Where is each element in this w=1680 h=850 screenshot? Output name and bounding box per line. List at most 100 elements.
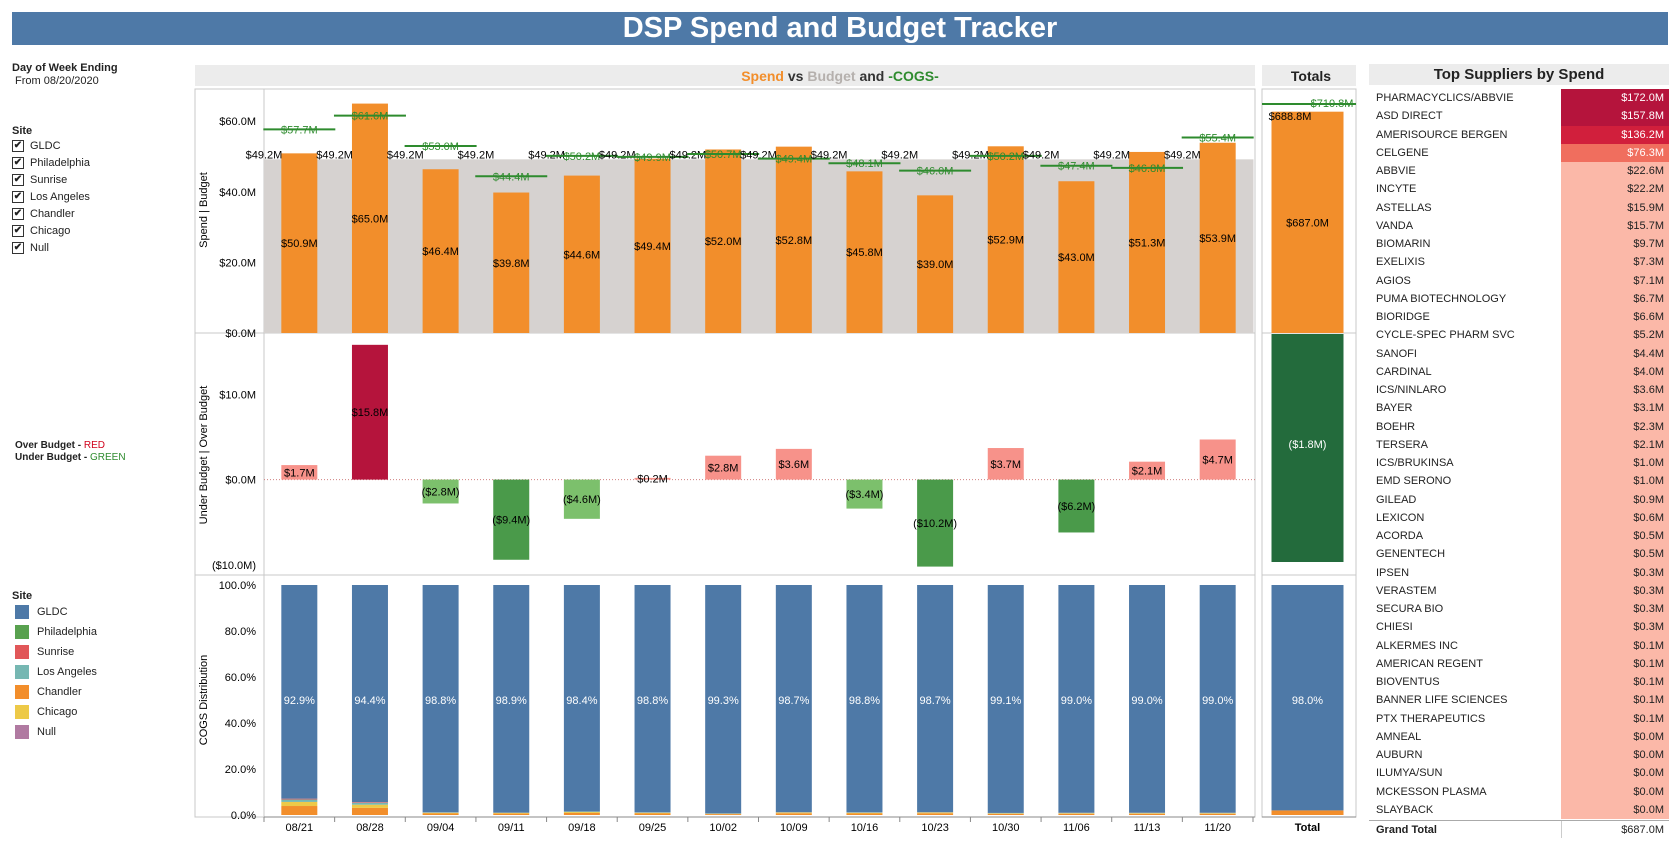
- supplier-row[interactable]: AMERICAN REGENT $0.1M: [1369, 654, 1669, 673]
- site-filter-chandler[interactable]: ✔ Chandler: [12, 205, 187, 222]
- cogs-site-segment: [775, 813, 812, 815]
- supplier-row[interactable]: BIOVENTUS $0.1M: [1369, 673, 1669, 692]
- supplier-row[interactable]: PUMA BIOTECHNOLOGY $6.7M: [1369, 289, 1669, 308]
- supplier-row[interactable]: ALKERMES INC $0.1M: [1369, 636, 1669, 655]
- legend-label: Chandler: [37, 686, 82, 698]
- supplier-row[interactable]: AGIOS $7.1M: [1369, 271, 1669, 290]
- variance-bar: [351, 344, 388, 480]
- site-filter-sunrise[interactable]: ✔ Sunrise: [12, 171, 187, 188]
- supplier-row[interactable]: ABBVIE $22.6M: [1369, 162, 1669, 181]
- supplier-row[interactable]: BANNER LIFE SCIENCES $0.1M: [1369, 691, 1669, 710]
- budget-label: $49.2M: [458, 149, 495, 161]
- supplier-row[interactable]: MCKESSON PLASMA $0.0M: [1369, 782, 1669, 801]
- supplier-row[interactable]: CYCLE-SPEC PHARM SVC $5.2M: [1369, 326, 1669, 345]
- budget-label: $49.2M: [316, 149, 353, 161]
- supplier-name: TERSERA: [1376, 438, 1428, 451]
- site-legend-item[interactable]: Sunrise: [15, 642, 97, 662]
- site-legend-item[interactable]: GLDC: [15, 602, 97, 622]
- checkbox-checked-icon[interactable]: ✔: [12, 190, 24, 203]
- supplier-row[interactable]: TERSERA $2.1M: [1369, 435, 1669, 454]
- site-filter-label: Los Angeles: [30, 190, 90, 203]
- supplier-row[interactable]: ACORDA $0.5M: [1369, 527, 1669, 546]
- supplier-row[interactable]: BIORIDGE $6.6M: [1369, 308, 1669, 327]
- checkbox-checked-icon[interactable]: ✔: [12, 139, 24, 152]
- x-tick-label: 11/20: [1204, 822, 1231, 834]
- cogs-site-segment: [351, 807, 388, 815]
- supplier-row[interactable]: CHIESI $0.3M: [1369, 618, 1669, 637]
- budget-label: $49.2M: [387, 149, 424, 161]
- supplier-row[interactable]: SECURA BIO $0.3M: [1369, 600, 1669, 619]
- site-legend-item[interactable]: Null: [15, 722, 97, 742]
- site-legend-item[interactable]: Philadelphia: [15, 622, 97, 642]
- spend-bar: [705, 149, 742, 333]
- legend-label: GLDC: [37, 606, 68, 618]
- supplier-row[interactable]: LEXICON $0.6M: [1369, 508, 1669, 527]
- supplier-row[interactable]: ILUMYA/SUN $0.0M: [1369, 764, 1669, 783]
- supplier-row[interactable]: VANDA $15.7M: [1369, 216, 1669, 235]
- site-legend-item[interactable]: Los Angeles: [15, 662, 97, 682]
- header-part: vs: [784, 68, 807, 84]
- site-filter-los-angeles[interactable]: ✔ Los Angeles: [12, 188, 187, 205]
- supplier-row[interactable]: SANOFI $4.4M: [1369, 344, 1669, 363]
- site-legend-item[interactable]: Chandler: [15, 682, 97, 702]
- site-filter-philadelphia[interactable]: ✔ Philadelphia: [12, 154, 187, 171]
- supplier-row[interactable]: GILEAD $0.9M: [1369, 490, 1669, 509]
- checkbox-checked-icon[interactable]: ✔: [12, 224, 24, 237]
- supplier-row[interactable]: INCYTE $22.2M: [1369, 180, 1669, 199]
- supplier-row[interactable]: AMNEAL $0.0M: [1369, 727, 1669, 746]
- supplier-row[interactable]: ICS/NINLARO $3.6M: [1369, 381, 1669, 400]
- supplier-name: CHIESI: [1376, 621, 1413, 634]
- checkbox-checked-icon[interactable]: ✔: [12, 241, 24, 254]
- supplier-row[interactable]: BOEHR $2.3M: [1369, 417, 1669, 436]
- supplier-spend-value: $0.3M: [1561, 581, 1669, 600]
- y-tick-label: 80.0%: [225, 626, 256, 638]
- checkbox-checked-icon[interactable]: ✔: [12, 173, 24, 186]
- cogs-site-segment: [634, 813, 671, 815]
- supplier-spend-value: $5.2M: [1561, 326, 1669, 345]
- header-part: -COGS-: [888, 68, 939, 84]
- cogs-site-segment: [281, 806, 318, 815]
- site-filter-label: Null: [30, 241, 49, 254]
- supplier-row[interactable]: IPSEN $0.3M: [1369, 563, 1669, 582]
- budget-label: $49.2M: [599, 149, 636, 161]
- supplier-name: INCYTE: [1376, 183, 1417, 196]
- supplier-row[interactable]: ICS/BRUKINSA $1.0M: [1369, 454, 1669, 473]
- supplier-name: ACORDA: [1376, 530, 1424, 542]
- supplier-row[interactable]: GENENTECH $0.5M: [1369, 545, 1669, 564]
- checkbox-checked-icon[interactable]: ✔: [12, 207, 24, 220]
- supplier-row[interactable]: BAYER $3.1M: [1369, 399, 1669, 418]
- supplier-row[interactable]: CARDINAL $4.0M: [1369, 362, 1669, 381]
- cogs-site-segment: [1129, 813, 1166, 815]
- supplier-row[interactable]: BIOMARIN $9.7M: [1369, 235, 1669, 254]
- x-tick-label: 09/25: [639, 822, 667, 834]
- supplier-spend-value: $0.1M: [1561, 654, 1669, 673]
- budget-label: $49.2M: [1023, 149, 1060, 161]
- supplier-spend-value: $7.1M: [1561, 271, 1669, 290]
- supplier-row[interactable]: PHARMACYCLICS/ABBVIE $172.0M: [1369, 89, 1669, 108]
- supplier-rows: PHARMACYCLICS/ABBVIE $172.0M ASD DIRECT $15…: [1369, 89, 1669, 819]
- cogs-site-segment: [351, 802, 388, 805]
- legend-swatch: [15, 665, 29, 679]
- supplier-row[interactable]: ASD DIRECT $157.8M: [1369, 107, 1669, 126]
- spend-bar: [987, 146, 1024, 333]
- supplier-row[interactable]: AUBURN $0.0M: [1369, 746, 1669, 765]
- site-filter-chicago[interactable]: ✔ Chicago: [12, 222, 187, 239]
- supplier-row[interactable]: EXELIXIS $7.3M: [1369, 253, 1669, 272]
- supplier-row[interactable]: PTX THERAPEUTICS $0.1M: [1369, 709, 1669, 728]
- checkbox-checked-icon[interactable]: ✔: [12, 156, 24, 169]
- supplier-row[interactable]: ASTELLAS $15.9M: [1369, 198, 1669, 217]
- spend-label: $51.3M: [1129, 237, 1166, 249]
- supplier-row[interactable]: SLAYBACK $0.0M: [1369, 800, 1669, 819]
- site-legend-item[interactable]: Chicago: [15, 702, 97, 722]
- site-filter-gldc[interactable]: ✔ GLDC: [12, 137, 187, 154]
- supplier-row[interactable]: VERASTEM $0.3M: [1369, 581, 1669, 600]
- spend-bar: [846, 171, 883, 333]
- site-filter-null[interactable]: ✔ Null: [12, 239, 187, 256]
- supplier-spend-value: $136.2M: [1561, 125, 1669, 144]
- supplier-row[interactable]: CELGENE $76.3M: [1369, 143, 1669, 162]
- top-suppliers-header: Top Suppliers by Spend: [1369, 64, 1669, 85]
- supplier-row[interactable]: AMERISOURCE BERGEN $136.2M: [1369, 125, 1669, 144]
- total-cogs-label: $710.8M: [1311, 98, 1354, 110]
- supplier-row[interactable]: EMD SERONO $1.0M: [1369, 472, 1669, 491]
- y-axis-title: Under Budget | Over Budget: [198, 386, 210, 525]
